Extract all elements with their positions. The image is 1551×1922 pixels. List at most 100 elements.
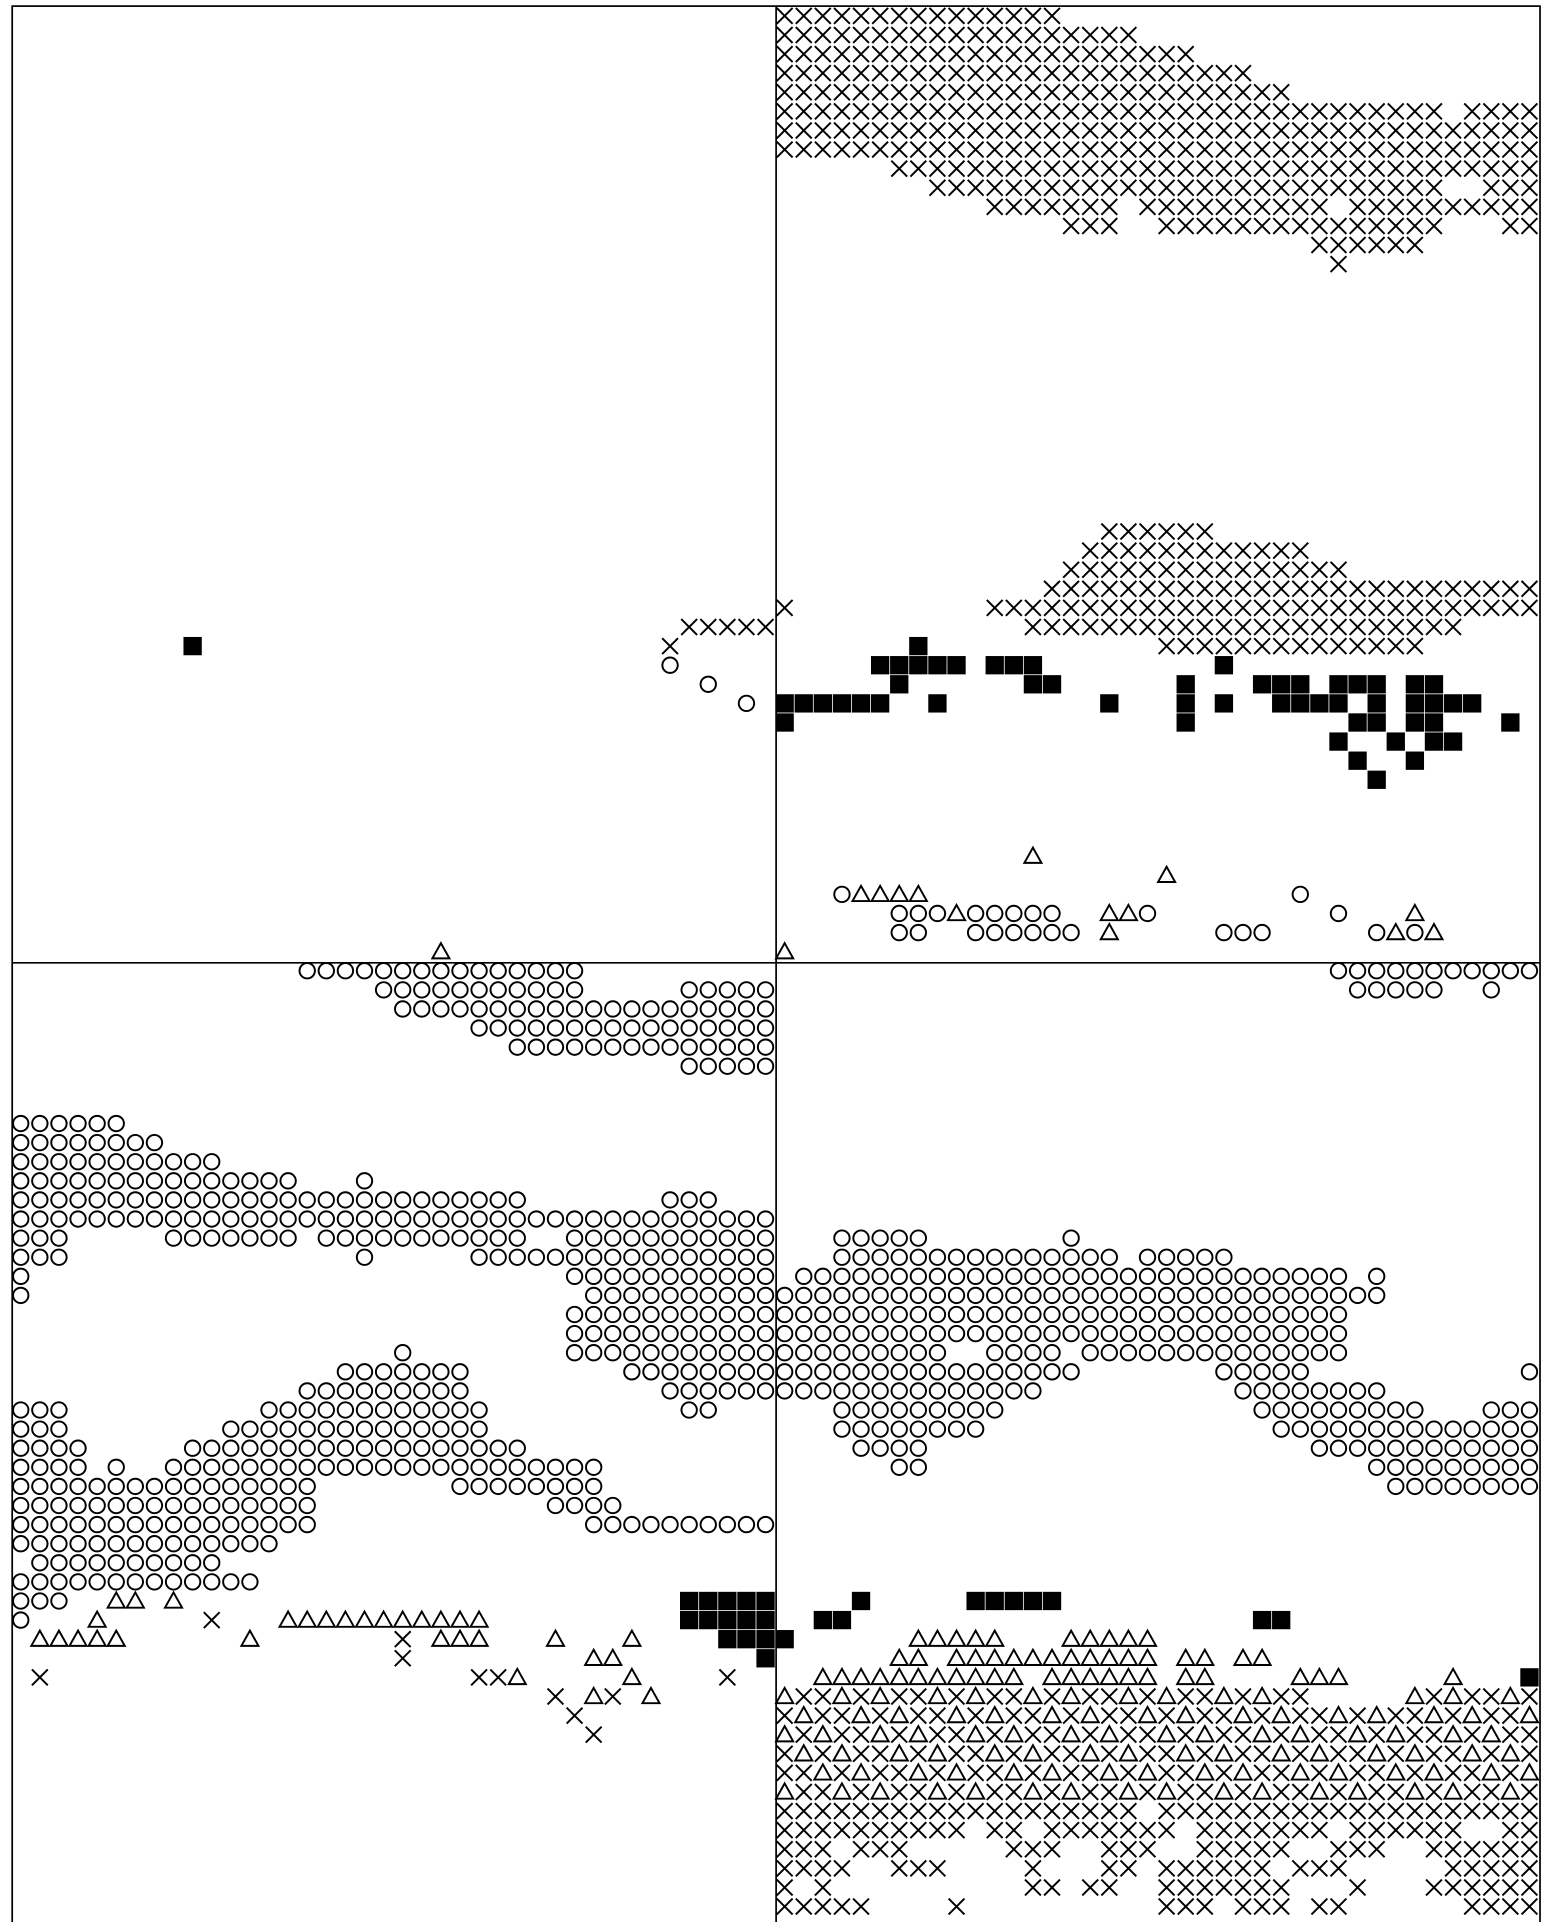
circle-symbol <box>623 1210 641 1228</box>
circle-symbol <box>756 1324 775 1343</box>
circle-symbol <box>164 1496 183 1515</box>
cross-symbol <box>1482 580 1500 598</box>
square-symbol <box>775 713 794 732</box>
triangle-symbol <box>889 1666 910 1686</box>
cross-symbol <box>1043 1802 1061 1820</box>
circle-symbol <box>12 1573 30 1591</box>
circle-symbol <box>1100 1248 1118 1266</box>
circle-symbol <box>756 1363 775 1381</box>
cross-symbol <box>1501 1821 1519 1839</box>
cross-symbol <box>1005 1783 1023 1801</box>
circle-symbol <box>814 1344 832 1362</box>
cross-symbol <box>1215 1878 1233 1897</box>
circle-symbol <box>1329 1420 1348 1438</box>
circle-symbol <box>1482 1439 1500 1457</box>
cross-symbol <box>1062 83 1080 101</box>
circle-symbol <box>260 1515 278 1534</box>
circle-symbol <box>69 1515 87 1534</box>
square-symbol <box>718 1630 737 1649</box>
circle-symbol <box>947 1248 966 1266</box>
cross-symbol <box>1329 1840 1348 1858</box>
triangle-symbol <box>831 1743 853 1762</box>
cross-symbol <box>776 45 794 63</box>
cross-symbol <box>1138 561 1157 579</box>
cross-symbol <box>1177 83 1195 101</box>
cross-symbol <box>1138 83 1157 101</box>
cross-symbol <box>1024 26 1042 44</box>
circle-symbol <box>966 923 985 942</box>
cross-symbol <box>1024 179 1042 197</box>
circle-symbol <box>1291 1305 1309 1324</box>
circle-symbol <box>833 1229 851 1247</box>
cross-symbol <box>1005 102 1023 120</box>
triangle-symbol <box>1309 1743 1330 1762</box>
cross-symbol <box>1425 599 1443 617</box>
circle-symbol <box>527 1248 546 1266</box>
triangle-symbol <box>430 1609 452 1628</box>
circle-symbol <box>585 1229 603 1247</box>
cross-symbol <box>1081 26 1099 44</box>
circle-symbol <box>1406 981 1424 999</box>
circle-symbol <box>489 1458 507 1476</box>
cross-symbol <box>203 1611 221 1629</box>
square-symbol <box>1367 770 1386 789</box>
circle-symbol <box>680 1344 698 1362</box>
circle-symbol <box>413 962 431 980</box>
cross-symbol <box>795 1802 813 1820</box>
triangle-symbol <box>1080 1647 1101 1666</box>
cross-symbol <box>1348 1706 1367 1725</box>
circle-symbol <box>241 1535 259 1553</box>
circle-symbol <box>336 1401 355 1419</box>
circle-symbol <box>50 1210 68 1228</box>
cross-symbol <box>1463 102 1481 120</box>
triangle-symbol <box>1060 1666 1082 1686</box>
cross-symbol <box>852 1726 870 1744</box>
cross-symbol <box>1253 561 1271 579</box>
circle-symbol <box>451 1210 469 1228</box>
cross-symbol <box>1387 599 1405 617</box>
circle-symbol <box>432 1000 450 1018</box>
circle-symbol <box>508 1458 526 1476</box>
circle-symbol <box>31 1153 49 1171</box>
circle-symbol <box>107 1535 125 1553</box>
circle-symbol <box>1196 1344 1214 1362</box>
cross-symbol <box>852 26 870 44</box>
circle-symbol <box>183 1554 202 1572</box>
circle-symbol <box>737 1515 756 1534</box>
cross-symbol <box>1081 1726 1099 1744</box>
cross-symbol <box>1272 198 1290 216</box>
cross-symbol <box>814 1859 832 1877</box>
triangle-symbol <box>908 1647 929 1666</box>
cross-symbol <box>1234 1821 1252 1839</box>
triangle-symbol <box>812 1762 834 1781</box>
circle-symbol <box>203 1458 221 1476</box>
circle-symbol <box>585 1286 603 1305</box>
circle-symbol <box>1100 1324 1118 1343</box>
cross-symbol <box>909 7 927 25</box>
circle-symbol <box>699 1248 717 1266</box>
circle-symbol <box>12 1267 30 1285</box>
circle-symbol <box>432 1458 450 1476</box>
circle-symbol <box>12 1401 30 1419</box>
circle-symbol <box>661 1363 679 1381</box>
circle-symbol <box>413 1401 431 1419</box>
triangle-symbol <box>1213 1743 1235 1762</box>
circle-symbol <box>88 1153 106 1171</box>
circle-symbol <box>279 1401 297 1419</box>
circle-symbol <box>1062 1267 1080 1285</box>
triangle-symbol <box>1137 1762 1158 1781</box>
cross-symbol <box>1310 599 1329 617</box>
cross-symbol <box>1463 1783 1481 1801</box>
cross-symbol <box>1005 1802 1023 1820</box>
circle-symbol <box>680 1057 698 1075</box>
triangle-symbol <box>1500 1781 1521 1800</box>
triangle-symbol <box>239 1628 261 1647</box>
cross-symbol <box>1291 198 1309 216</box>
cross-symbol <box>1272 102 1290 120</box>
cross-symbol <box>909 26 927 44</box>
circle-symbol <box>489 981 507 999</box>
circle-symbol <box>623 1515 641 1534</box>
triangle-symbol <box>1461 1743 1483 1762</box>
triangle-symbol <box>1080 1628 1101 1647</box>
circle-symbol <box>623 1344 641 1362</box>
